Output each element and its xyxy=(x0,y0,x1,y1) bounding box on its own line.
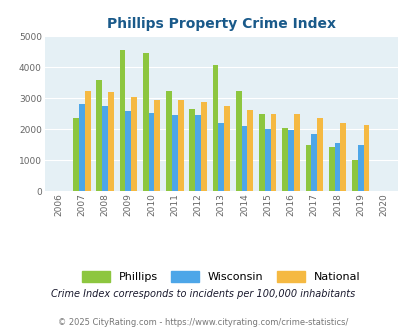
Bar xyxy=(79,104,85,191)
Bar xyxy=(258,115,264,191)
Text: © 2025 CityRating.com - https://www.cityrating.com/crime-statistics/: © 2025 CityRating.com - https://www.city… xyxy=(58,318,347,327)
Bar xyxy=(357,145,363,191)
Bar xyxy=(154,100,160,191)
Legend: Phillips, Wisconsin, National: Phillips, Wisconsin, National xyxy=(82,271,359,282)
Bar xyxy=(241,126,247,191)
Bar xyxy=(334,143,339,191)
Bar xyxy=(339,123,345,191)
Bar xyxy=(85,91,90,191)
Bar xyxy=(177,100,183,191)
Bar xyxy=(363,125,369,191)
Bar xyxy=(264,129,270,191)
Bar xyxy=(131,97,137,191)
Bar xyxy=(102,106,108,191)
Bar xyxy=(73,117,79,191)
Bar xyxy=(316,117,322,191)
Bar xyxy=(311,134,316,191)
Bar xyxy=(235,91,241,191)
Bar xyxy=(143,53,148,191)
Bar xyxy=(148,113,154,191)
Bar xyxy=(200,102,206,191)
Bar xyxy=(119,50,125,191)
Bar xyxy=(293,115,299,191)
Bar xyxy=(189,109,195,191)
Bar xyxy=(125,111,131,191)
Bar xyxy=(108,92,113,191)
Bar xyxy=(195,115,200,191)
Bar xyxy=(305,145,311,191)
Bar xyxy=(288,130,293,191)
Bar xyxy=(218,123,224,191)
Bar xyxy=(281,128,288,191)
Bar xyxy=(166,91,171,191)
Bar xyxy=(96,80,102,191)
Bar xyxy=(270,114,276,191)
Text: Crime Index corresponds to incidents per 100,000 inhabitants: Crime Index corresponds to incidents per… xyxy=(51,289,354,299)
Title: Phillips Property Crime Index: Phillips Property Crime Index xyxy=(107,17,335,31)
Bar xyxy=(212,65,218,191)
Bar xyxy=(247,110,253,191)
Bar xyxy=(224,106,229,191)
Bar xyxy=(171,115,177,191)
Bar xyxy=(351,160,357,191)
Bar xyxy=(328,147,334,191)
